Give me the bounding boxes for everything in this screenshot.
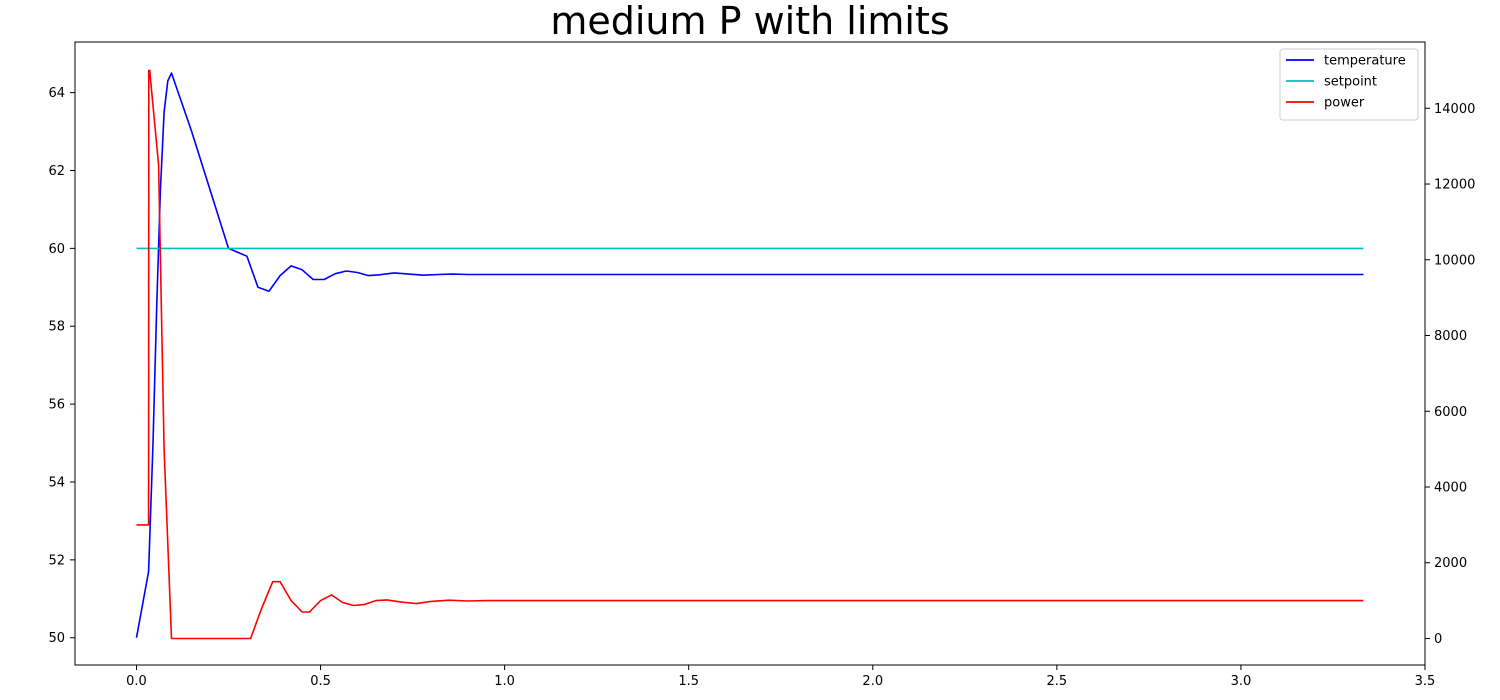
legend-label-power: power <box>1324 96 1365 111</box>
y-right-tick-label: 0 <box>1434 632 1442 647</box>
y-left-tick-label: 50 <box>48 631 65 646</box>
y-right-tick-label: 2000 <box>1434 556 1467 571</box>
x-tick-label: 0.0 <box>126 674 147 689</box>
y-right-tick-label: 8000 <box>1434 329 1467 344</box>
y-right-tick-label: 4000 <box>1434 481 1467 496</box>
y-left-tick-label: 60 <box>48 242 65 257</box>
x-tick-label: 3.0 <box>1231 674 1252 689</box>
legend-box <box>1279 48 1419 121</box>
y-right-tick-label: 6000 <box>1434 405 1467 420</box>
legend-label-setpoint: setpoint <box>1324 75 1377 90</box>
series-line-power <box>136 69 1364 640</box>
y-left-tick-label: 64 <box>48 86 65 101</box>
series-line-temperature <box>135 72 1364 638</box>
chart-title: medium P with limits <box>550 0 950 43</box>
plot-frame <box>74 41 1426 666</box>
y-right-tick-label: 12000 <box>1434 178 1475 193</box>
x-tick-label: 1.5 <box>678 674 699 689</box>
x-tick-label: 0.5 <box>310 674 331 689</box>
legend-label-temperature: temperature <box>1324 54 1406 69</box>
x-tick-label: 2.5 <box>1047 674 1068 689</box>
y-left-tick-label: 58 <box>48 320 65 335</box>
y-right-tick-label: 10000 <box>1434 253 1475 268</box>
x-tick-label: 1.0 <box>494 674 515 689</box>
x-tick-label: 3.5 <box>1415 674 1436 689</box>
y-left-tick-label: 62 <box>48 164 65 179</box>
y-right-tick-label: 14000 <box>1434 102 1475 117</box>
y-left-tick-label: 52 <box>48 553 65 568</box>
x-tick-label: 2.0 <box>862 674 883 689</box>
y-left-tick-label: 56 <box>48 398 65 413</box>
y-left-tick-label: 54 <box>48 475 65 490</box>
